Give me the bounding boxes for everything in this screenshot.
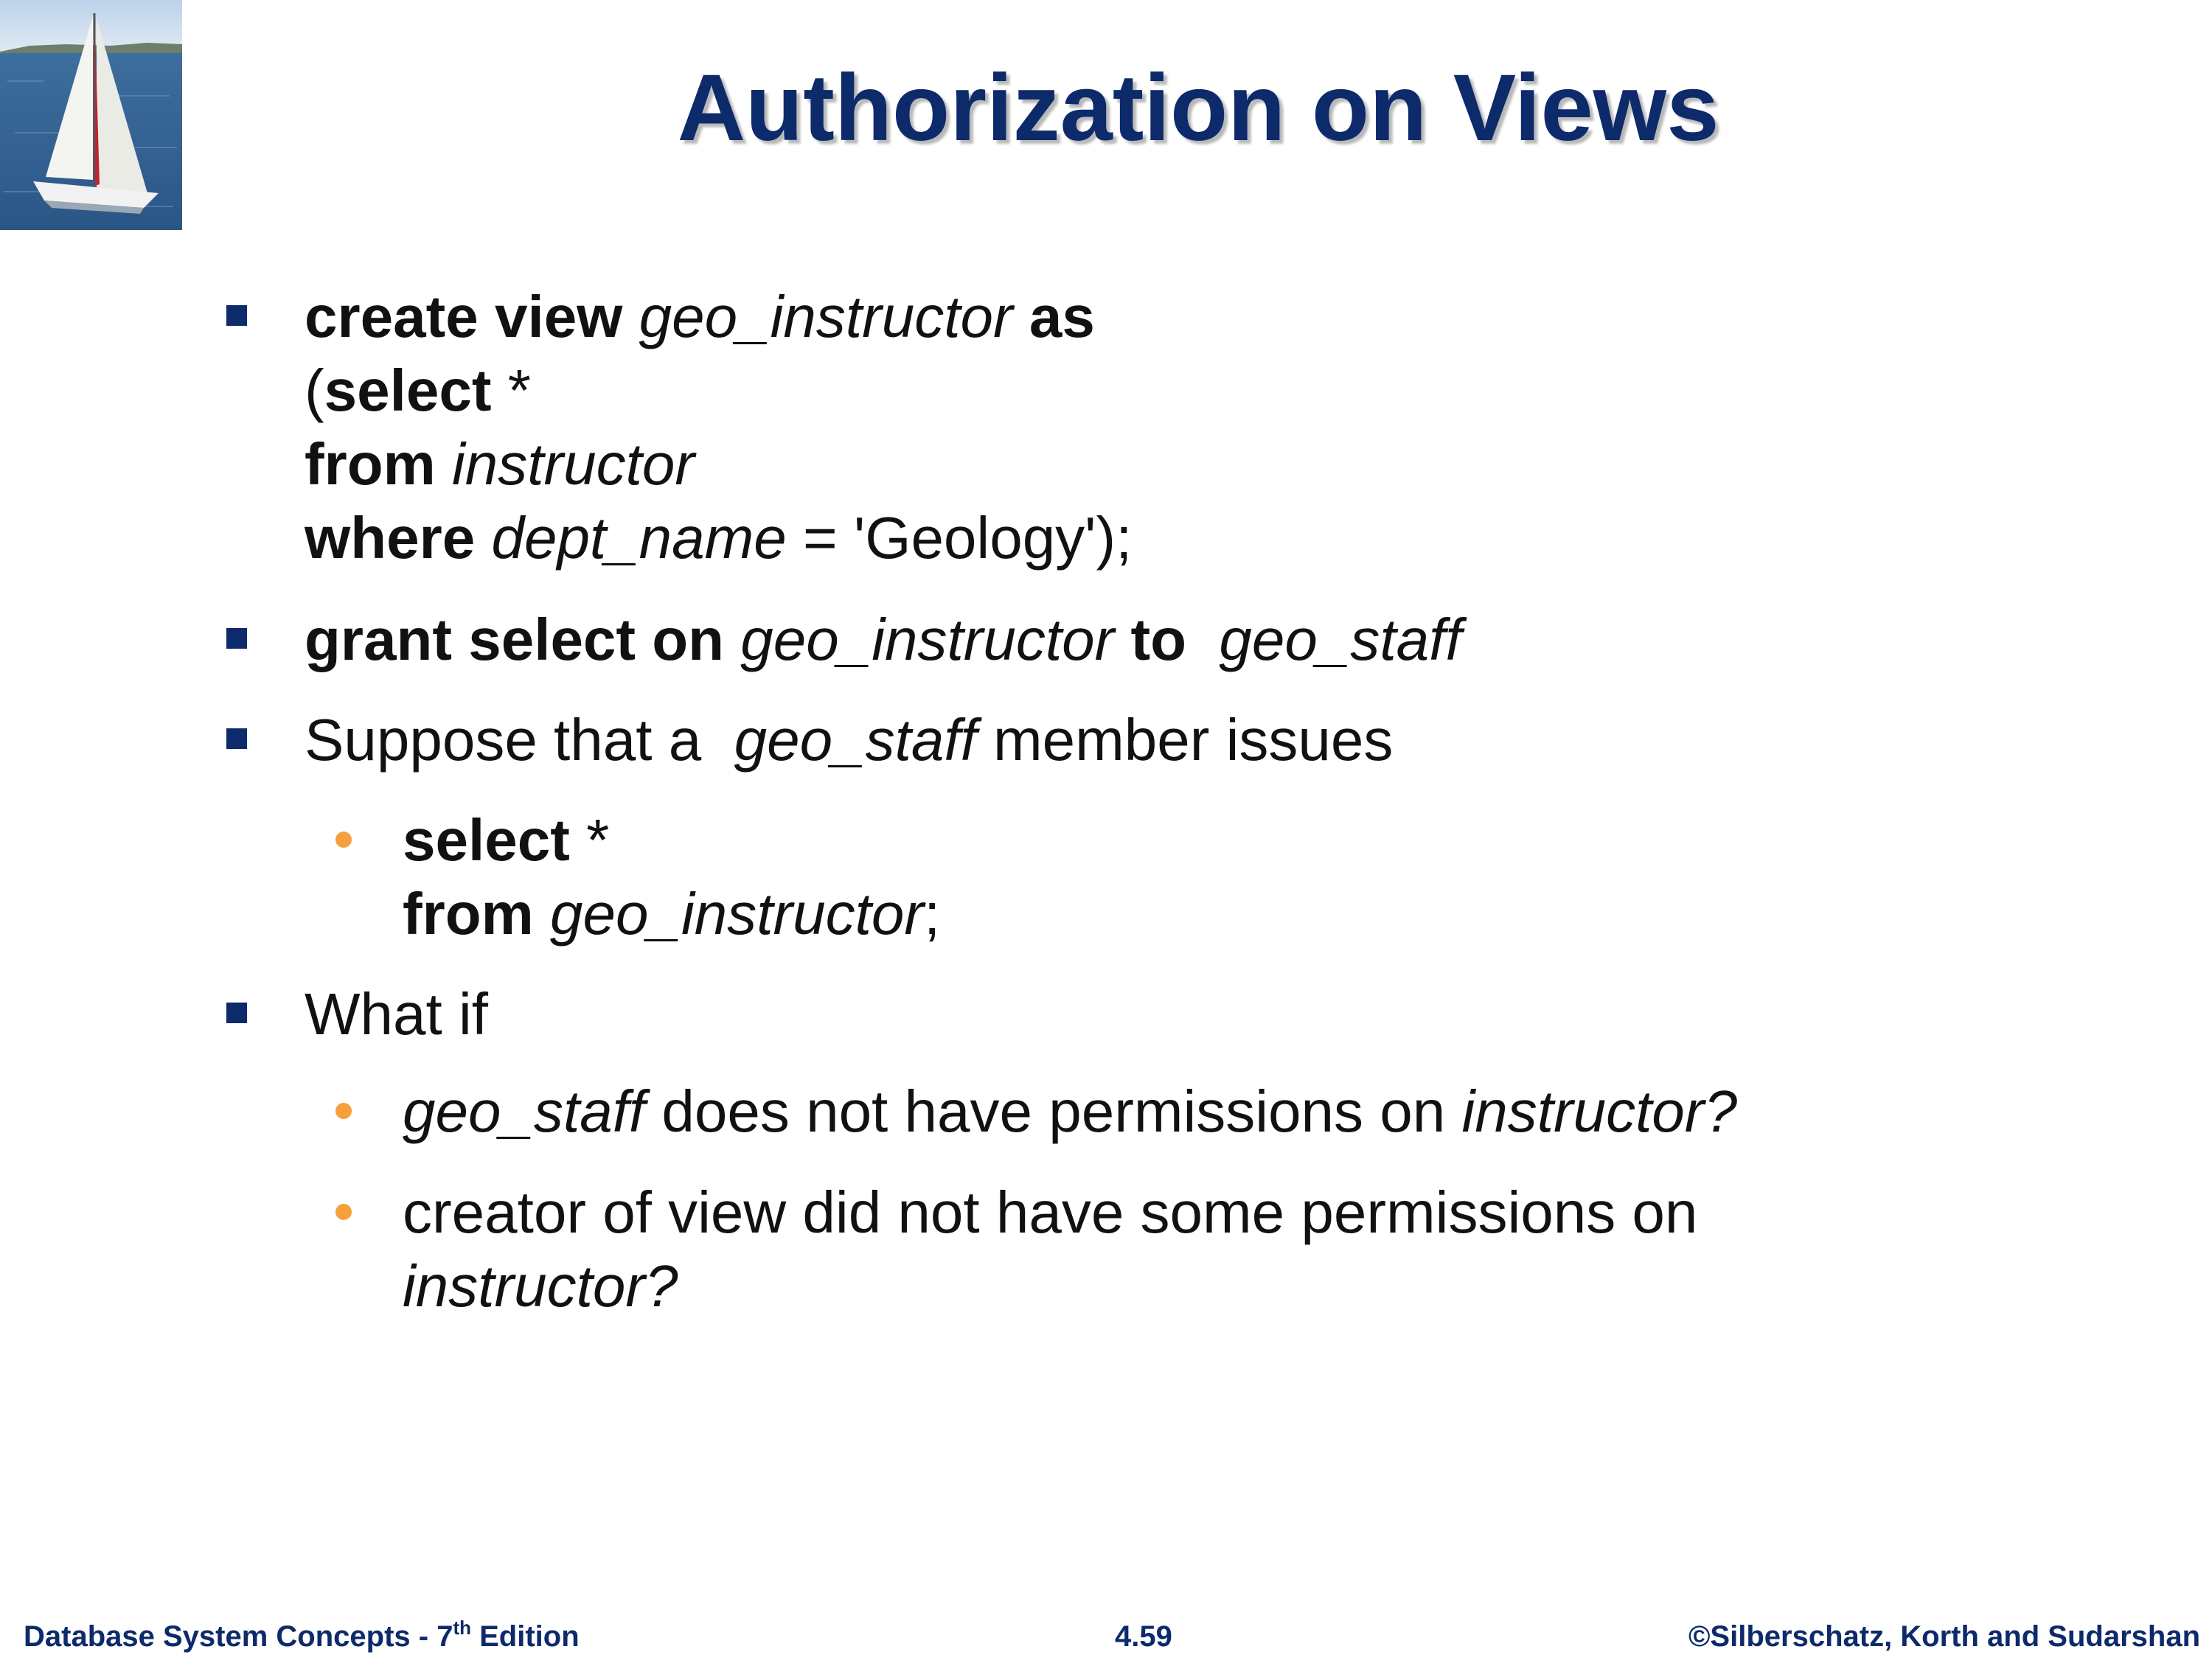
footer-copyright: ©Silberschatz, Korth and Sudarshan	[1688, 1620, 2200, 1653]
bullet-grant: grant select on geo_instructor to geo_st…	[305, 607, 1462, 672]
sub-bullet-creator: creator of view did not have some permis…	[403, 1176, 1697, 1323]
text-line: instructor?	[403, 1253, 678, 1319]
bullet-create-view: create view geo_instructor as (select * …	[305, 280, 1132, 575]
code-line: from instructor	[305, 431, 695, 497]
footer-page-number: 4.59	[1115, 1620, 1172, 1653]
sub-bullet-geo-staff: geo_staff does not have permissions on i…	[403, 1078, 1737, 1144]
bullet-square-icon	[226, 305, 247, 326]
sub-bullet-select: select * from geo_instructor;	[403, 804, 940, 951]
code-line: where dept_name = 'Geology');	[305, 505, 1133, 571]
code-line: from geo_instructor;	[403, 881, 941, 947]
footer-left: Database System Concepts - 7th Edition	[24, 1617, 580, 1653]
sailboat-logo	[0, 0, 182, 230]
bullet-dot-icon	[335, 1204, 352, 1220]
bullet-dot-icon	[335, 832, 352, 848]
bullet-square-icon	[226, 728, 247, 749]
bullet-suppose: Suppose that a geo_staff member issues	[305, 707, 1394, 773]
bullet-dot-icon	[335, 1103, 352, 1119]
bullet-square-icon	[226, 1003, 247, 1023]
code-line: select *	[403, 807, 610, 873]
slide-title: Authorization on Views	[677, 55, 1719, 161]
code-line: (select *	[305, 358, 531, 423]
text-line: creator of view did not have some permis…	[403, 1179, 1698, 1245]
code-line: create view geo_instructor as	[305, 284, 1095, 349]
bullet-square-icon	[226, 628, 247, 649]
bullet-what-if: What if	[305, 981, 488, 1047]
